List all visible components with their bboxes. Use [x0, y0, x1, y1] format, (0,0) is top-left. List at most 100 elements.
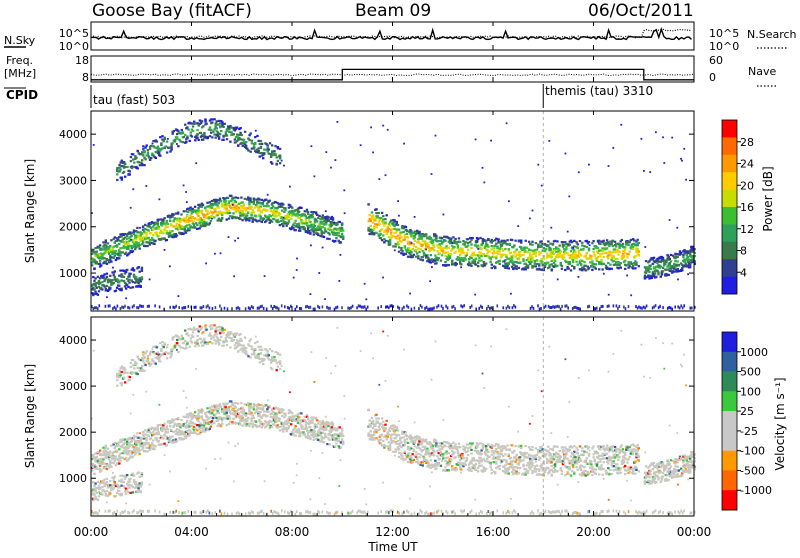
power-scatter-point: [159, 136, 161, 138]
velocity-scatter-point: [100, 454, 102, 456]
velocity-scatter-point: [284, 413, 286, 415]
velocity-scatter-point: [201, 411, 203, 413]
velocity-scatter-point: [202, 430, 204, 432]
power-scatter-point: [145, 185, 147, 187]
power-scatter-point: [279, 162, 281, 164]
power-scatter-point: [333, 222, 335, 224]
power-scatter-point: [197, 215, 199, 217]
power-scatter-point: [620, 262, 622, 264]
power-scatter-point: [129, 307, 131, 310]
power-scatter-point: [373, 226, 375, 228]
power-scatter-point: [172, 225, 174, 227]
power-scatter-point: [442, 248, 444, 250]
power-scatter-point: [382, 234, 384, 236]
power-scatter-point: [327, 216, 329, 218]
velocity-scatter-point: [317, 422, 319, 424]
station-title: Goose Bay (fitACF): [92, 1, 252, 21]
power-scatter-point: [228, 200, 230, 202]
velocity-scatter-point: [140, 445, 142, 447]
velocity-scatter-point: [323, 437, 325, 439]
power-scatter-point: [531, 244, 533, 246]
power-scatter-point: [189, 215, 191, 217]
power-scatter-point: [132, 286, 134, 288]
velocity-scatter-point: [286, 430, 288, 432]
power-scatter-point: [418, 307, 420, 310]
power-scatter-point: [383, 225, 385, 227]
power-scatter-point: [414, 231, 416, 233]
power-scatter-point: [338, 235, 340, 237]
power-scatter-point: [204, 214, 206, 216]
power-scatter-point: [501, 245, 503, 247]
power-scatter-point: [258, 213, 260, 215]
power-scatter-point: [506, 239, 508, 241]
power-scatter-point: [442, 252, 444, 254]
power-scatter-point: [573, 267, 575, 269]
power-scatter-point: [635, 261, 637, 263]
power-scatter-point: [641, 138, 643, 140]
power-scatter-point: [237, 306, 239, 309]
power-scatter-point: [224, 123, 226, 125]
velocity-scatter-point: [246, 423, 248, 425]
power-scatter-point: [126, 238, 128, 240]
power-scatter-point: [535, 265, 537, 267]
power-scatter-point: [555, 305, 557, 308]
power-scatter-point: [579, 240, 581, 242]
power-scatter-point: [343, 189, 345, 191]
power-scatter-point: [178, 228, 180, 230]
velocity-scatter-point: [231, 421, 233, 423]
power-scatter-point: [220, 252, 222, 254]
velocity-scatter-point: [172, 419, 174, 421]
power-scatter-point: [99, 282, 101, 284]
velocity-scatter-point: [92, 454, 94, 456]
power-scatter-point: [677, 279, 679, 281]
velocity-scatter-point: [271, 426, 273, 428]
power-scatter-point: [256, 135, 258, 137]
power-scatter-point: [456, 263, 458, 265]
power-scatter-point: [273, 218, 275, 220]
power-scatter-point: [438, 257, 440, 259]
power-scatter-point: [174, 140, 176, 142]
power-scatter-point: [663, 162, 665, 164]
power-scatter-point: [401, 250, 403, 252]
power-scatter-point: [508, 263, 510, 265]
power-scatter-point: [406, 229, 408, 231]
power-scatter-point: [382, 125, 384, 127]
power-scatter-point: [597, 247, 599, 249]
power-scatter-point: [654, 273, 656, 275]
power-scatter-point: [425, 233, 427, 235]
velocity-scatter-point: [228, 415, 230, 417]
velocity-scatter-point: [252, 426, 254, 428]
power-scatter-point: [442, 307, 444, 310]
power-scatter-point: [530, 261, 532, 263]
power-scatter-point: [158, 228, 160, 230]
velocity-scatter-point: [291, 412, 293, 414]
power-scatter-point: [582, 248, 584, 250]
power-scatter-point: [126, 235, 128, 237]
power-scatter-point: [551, 306, 553, 309]
power-scatter-point: [170, 148, 172, 150]
power-scatter-point: [210, 132, 212, 134]
velocity-scatter-point: [155, 433, 157, 435]
power-scatter-point: [520, 240, 522, 242]
power-scatter-point: [231, 215, 233, 217]
power-scatter-point: [404, 234, 406, 236]
velocity-scatter-point: [124, 442, 126, 444]
power-scatter-point: [219, 126, 221, 128]
power-scatter-point: [609, 264, 611, 266]
power-scatter-point: [192, 125, 194, 127]
power-scatter-point: [386, 214, 388, 216]
velocity-scatter-point: [270, 421, 272, 423]
power-scatter-point: [480, 255, 482, 257]
velocity-scatter-point: [119, 460, 121, 462]
power-scatter-point: [575, 257, 577, 259]
power-scatter-point: [109, 245, 111, 247]
power-scatter-point: [224, 201, 226, 203]
freq-right-tick-bottom: 0: [709, 71, 716, 84]
power-scatter-point: [253, 200, 255, 202]
power-scatter-point: [562, 241, 564, 243]
power-scatter-point: [166, 141, 168, 143]
velocity-scatter-point: [312, 422, 314, 424]
power-scatter-point: [158, 152, 160, 154]
power-scatter-point: [197, 209, 199, 211]
power-scatter-point: [174, 217, 176, 219]
